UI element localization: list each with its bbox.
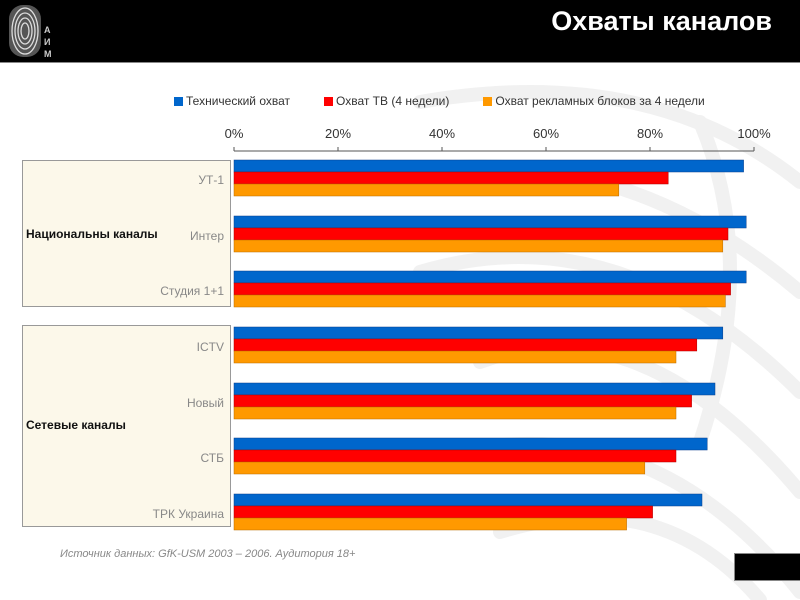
bar-technical	[233, 382, 716, 396]
source-note: Источник данных: GfK-USM 2003 – 2006. Ау…	[60, 548, 356, 560]
group-box-network	[22, 325, 231, 527]
bar-technical	[233, 326, 724, 340]
category-label: Студия 1+1	[160, 284, 224, 298]
group-box-national	[22, 160, 231, 307]
bar-technical	[233, 493, 703, 507]
bar-tv	[233, 227, 729, 241]
bar-ad-blocks	[233, 406, 677, 420]
x-tick-label: 0%	[225, 126, 244, 141]
category-label: Интер	[190, 229, 224, 243]
logo-letter: А	[44, 25, 51, 35]
x-tick-label: 60%	[533, 126, 559, 141]
bar-technical	[233, 437, 708, 451]
category-label: Новый	[186, 396, 224, 410]
corner-block	[734, 553, 800, 581]
legend-label: Охват рекламных блоков за 4 недели	[495, 94, 705, 108]
bar-technical	[233, 270, 747, 284]
bar-tv	[233, 338, 698, 352]
x-tick-label: 20%	[325, 126, 351, 141]
bar-technical	[233, 159, 744, 173]
legend-label: Охват ТВ (4 недели)	[336, 94, 450, 108]
fingerprint-logo-icon	[9, 5, 41, 57]
bar-ad-blocks	[233, 183, 620, 197]
category-label: СТБ	[200, 451, 224, 465]
chart-legend: Технический охват Охват ТВ (4 недели) Ох…	[174, 94, 739, 108]
header-bar: А И М Охваты каналов	[0, 0, 800, 63]
bar-ad-blocks	[233, 517, 627, 531]
logo-letters: А И М	[44, 24, 52, 60]
x-tick-label: 80%	[637, 126, 663, 141]
bar-ad-blocks	[233, 350, 677, 364]
legend-item-ad-blocks: Охват рекламных блоков за 4 недели	[483, 94, 705, 108]
legend-item-tv: Охват ТВ (4 недели)	[324, 94, 449, 108]
bar-tv	[233, 394, 692, 408]
bar-technical	[233, 215, 747, 229]
category-label: УТ-1	[198, 173, 224, 187]
x-tick-label: 100%	[737, 126, 771, 141]
logo-letter: М	[44, 49, 52, 59]
bar-tv	[233, 449, 677, 463]
bar-ad-blocks	[233, 461, 646, 475]
legend-label: Технический охват	[186, 94, 290, 108]
bar-tv	[233, 171, 669, 185]
legend-swatch	[483, 96, 493, 106]
page-title: Охваты каналов	[551, 6, 772, 36]
legend-swatch	[324, 96, 333, 106]
logo-letter: И	[44, 37, 51, 47]
bar-ad-blocks	[233, 294, 726, 308]
bar-tv	[233, 282, 731, 296]
category-label: ТРК Украина	[152, 507, 224, 521]
group-label-network: Сетевые каналы	[26, 418, 126, 432]
bar-tv	[233, 505, 653, 519]
bar-ad-blocks	[233, 239, 724, 253]
group-label-national: Национальны каналы	[26, 227, 158, 241]
legend-swatch	[174, 96, 183, 106]
category-label: ICTV	[196, 340, 224, 354]
legend-item-technical: Технический охват	[174, 94, 290, 108]
x-tick-label: 40%	[429, 126, 455, 141]
